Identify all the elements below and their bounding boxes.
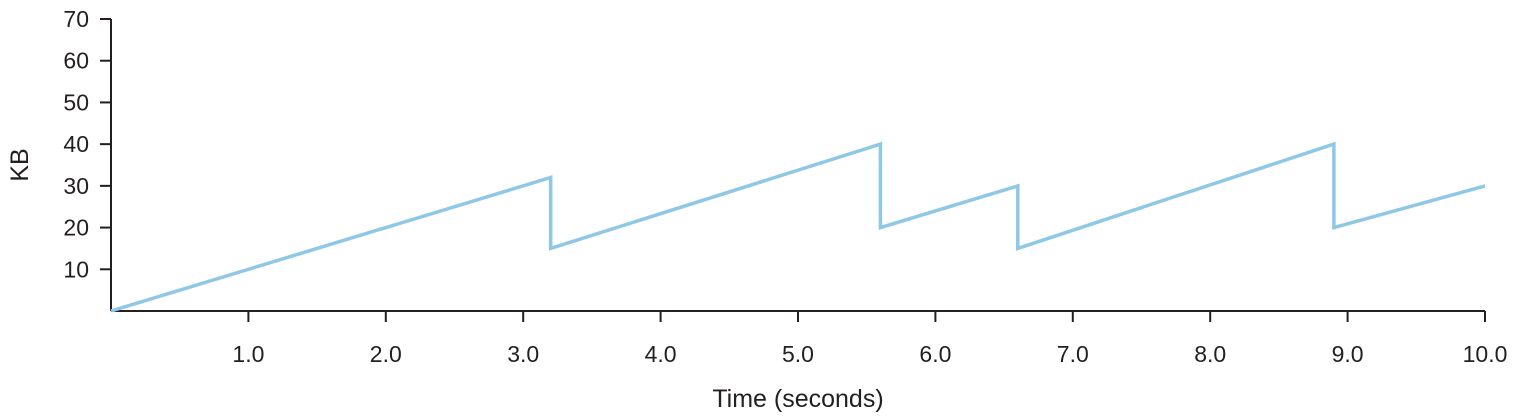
- y-tick-label: 40: [63, 131, 89, 157]
- x-axis-title: Time (seconds): [712, 385, 883, 413]
- y-tick-label: 10: [63, 256, 89, 282]
- x-tick-label: 4.0: [645, 341, 677, 367]
- x-tick-label: 7.0: [1057, 341, 1089, 367]
- x-tick-label: 9.0: [1332, 341, 1364, 367]
- x-tick-label: 10.0: [1463, 341, 1508, 367]
- y-axis-title: KB: [6, 148, 34, 181]
- y-axis: 10 20 30 40 50 60 70: [63, 6, 112, 311]
- x-tick-label: 8.0: [1194, 341, 1226, 367]
- y-tick-label: 30: [63, 173, 89, 199]
- kb-series-line: [110, 141, 1486, 313]
- x-axis: 1.0 2.0 3.0 4.0 5.0 6.0 7.0 8.0 9.0 10.0: [111, 310, 1508, 367]
- y-tick-label: 50: [63, 89, 89, 115]
- x-tick-label: 6.0: [919, 341, 951, 367]
- x-tick-label: 1.0: [232, 341, 264, 367]
- x-tick-label: 3.0: [507, 341, 539, 367]
- x-tick-label: 2.0: [370, 341, 402, 367]
- x-tick-label: 5.0: [782, 341, 814, 367]
- y-tick-label: 70: [63, 6, 89, 32]
- y-tick-label: 60: [63, 48, 89, 74]
- y-tick-label: 20: [63, 215, 89, 241]
